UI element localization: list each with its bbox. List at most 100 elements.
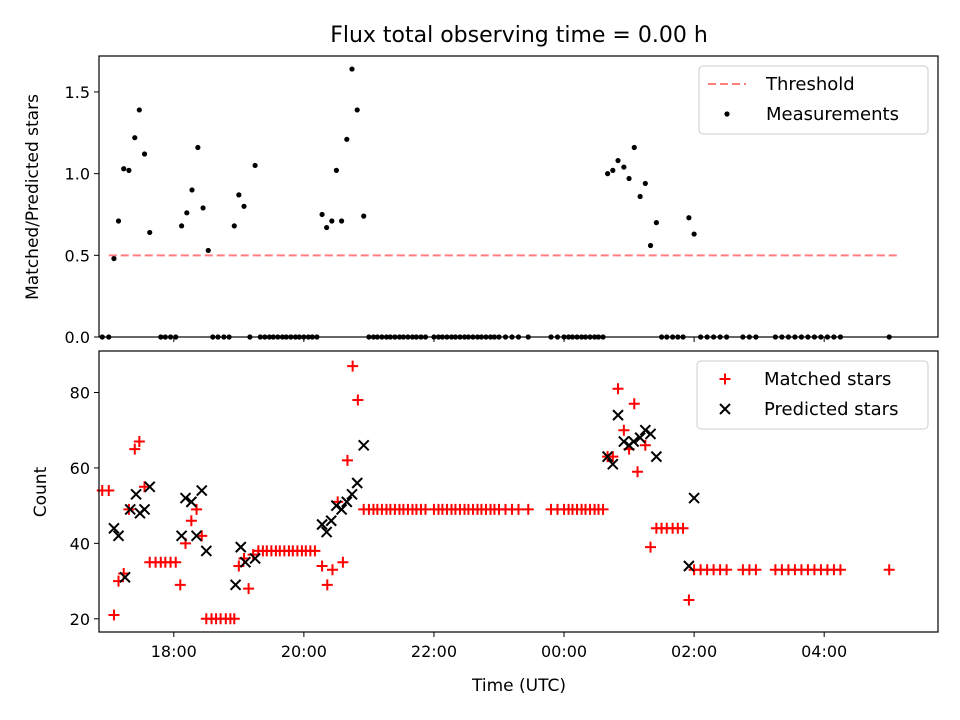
- predicted-star-point: [235, 541, 247, 553]
- measurement-point: [115, 218, 122, 224]
- predicted-star-point: [351, 477, 363, 489]
- x-tick-label: 04:00: [801, 642, 847, 661]
- measurement-point: [615, 157, 621, 164]
- measurement-point: [344, 136, 350, 142]
- bottom-panel: 20 40 60 80 18:00 20:00 22:00 00:00 02:00 04:00 Ma…: [70, 350, 939, 661]
- matched-star-point: [321, 579, 333, 591]
- predicted-star-point: [175, 530, 188, 542]
- matched-star-point: [309, 545, 321, 557]
- predicted-star-point: [341, 496, 353, 508]
- y-tick-label: 1.5: [65, 83, 90, 102]
- matched-star-point: [513, 503, 524, 515]
- axes-frame: [98, 55, 939, 338]
- predicted-star-point: [607, 458, 619, 470]
- legend-label: Predicted stars: [764, 399, 898, 420]
- predicted-star-point: [330, 499, 343, 512]
- measurement-point: [637, 193, 643, 200]
- matched-star-point: [645, 541, 657, 553]
- measurement-point: [189, 187, 195, 193]
- matched-star-point: [352, 394, 364, 406]
- measurement-point: [626, 175, 632, 182]
- x-tick-label: 02:00: [671, 642, 717, 661]
- predicted-star-point: [229, 579, 242, 591]
- measurement-point: [231, 223, 237, 229]
- matched-star-point: [721, 564, 733, 576]
- matched-star-point: [883, 564, 895, 576]
- matched-star-point: [628, 398, 640, 410]
- measurement-point: [349, 66, 355, 72]
- matched-star-point: [129, 443, 141, 455]
- predicted-star-point: [108, 522, 120, 534]
- y-tick-label: 0.5: [65, 246, 90, 265]
- y-tick-label: 1.0: [65, 165, 90, 184]
- matched-star-point: [170, 556, 182, 568]
- matched-star-point: [174, 579, 186, 591]
- predicted-star-point: [200, 545, 213, 557]
- measurement-point: [126, 167, 132, 173]
- y-tick-label: 40: [70, 534, 90, 553]
- predicted-star-point: [124, 503, 136, 516]
- measurement-point: [205, 247, 211, 254]
- matched-star-point: [607, 451, 619, 463]
- matched-star-point: [196, 530, 208, 542]
- matched-star-point: [108, 609, 120, 621]
- predicted-star-point: [325, 515, 337, 527]
- predicted-star-point: [612, 409, 624, 421]
- matched-star-point: [347, 360, 359, 372]
- measurement-point: [329, 218, 335, 224]
- matched-star-point: [597, 503, 609, 515]
- legend-label: Measurements: [766, 104, 899, 125]
- y-tick-label: 0.0: [65, 328, 90, 347]
- predicted-star-point: [601, 450, 614, 463]
- legend-box: [696, 360, 929, 430]
- measurement-point: [686, 215, 692, 221]
- measurement-point: [647, 242, 654, 249]
- matched-star-point: [133, 436, 145, 448]
- y-tick-label: 60: [70, 459, 90, 478]
- measurement-point: [184, 210, 190, 216]
- axes-frame: [98, 350, 939, 633]
- predicted-star-point: [639, 424, 652, 436]
- measurement-point: [605, 171, 611, 177]
- matched-star-point: [341, 454, 353, 466]
- predicted-star-point: [358, 439, 370, 452]
- predicted-star-point: [644, 428, 657, 440]
- measurement-point: [319, 211, 325, 218]
- legend-label: Threshold: [765, 74, 855, 95]
- x-tick-label: 00:00: [541, 642, 587, 661]
- matched-star-point: [618, 424, 630, 436]
- measurement-point: [111, 255, 117, 262]
- predicted-star-point: [320, 526, 333, 538]
- x-tick-label: 22:00: [411, 642, 457, 661]
- y-tick-label: 20: [70, 610, 90, 629]
- y-axis-label-count: Count: [31, 466, 51, 517]
- predicted-star-point: [634, 432, 646, 444]
- measurement-point: [338, 218, 345, 224]
- matched-star-point: [139, 481, 151, 493]
- predicted-star-point: [138, 503, 151, 516]
- legend-label: Matched stars: [764, 369, 891, 390]
- predicted-star-point: [249, 552, 261, 565]
- measurement-point: [121, 166, 127, 172]
- measurement-point: [141, 151, 148, 157]
- measurement-point: [136, 107, 142, 113]
- predicted-star-point: [335, 503, 348, 516]
- measurement-point: [241, 203, 247, 209]
- measurement-point: [610, 167, 616, 173]
- predicted-star-point: [618, 435, 630, 448]
- predicted-star-point: [130, 488, 142, 501]
- chart-title: Flux total observing time = 0.00 h: [330, 23, 708, 48]
- matched-star-point: [750, 564, 762, 576]
- predicted-star-point: [196, 484, 208, 497]
- measurement-point: [653, 220, 659, 226]
- matched-star-point: [834, 564, 846, 576]
- measurement-point: [642, 180, 648, 187]
- predicted-star-point: [112, 530, 125, 542]
- x-tick-label: 18:00: [151, 642, 197, 661]
- measurement-point: [354, 107, 360, 113]
- matched-star-point: [683, 594, 695, 606]
- predicted-star-point: [316, 518, 328, 531]
- y-axis-label-ratio: Matched/Predicted stars: [23, 94, 43, 300]
- legend-predicted-swatch: [719, 403, 731, 415]
- measurement-point: [324, 224, 330, 231]
